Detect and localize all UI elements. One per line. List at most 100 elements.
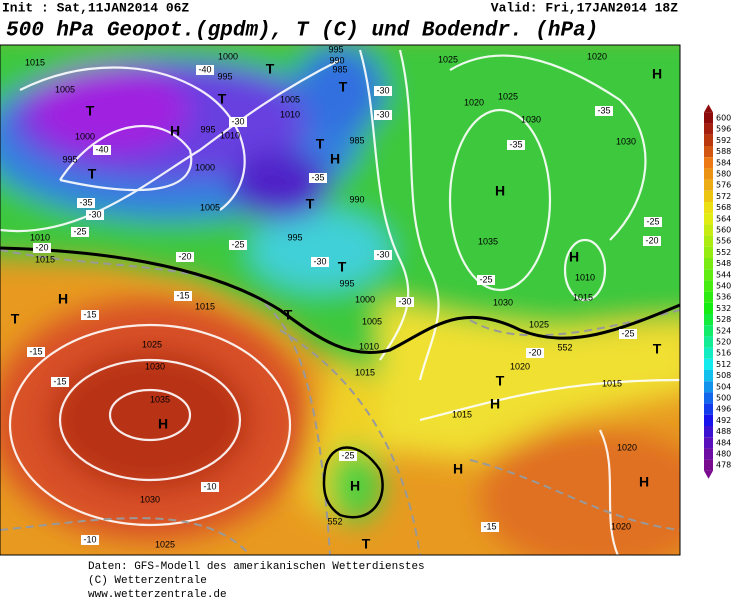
isobar-label: 1010 [30,232,50,242]
colorbar-label: 600 [716,114,731,123]
footer-url: www.wetterzentrale.de [88,589,227,600]
high-pressure-marker: H [569,249,579,265]
temperature-label: -10 [203,481,216,491]
temperature-label-box [619,329,637,339]
low-pressure-marker: T [338,259,347,275]
temperature-label: -30 [398,296,411,306]
colorbar-swatch [704,291,713,303]
isobar-label: 1000 [355,294,375,304]
temperature-label-box [309,173,327,183]
colorbar-label: 564 [716,214,731,223]
low-pressure-marker: T [362,536,371,552]
low-pressure-marker: T [316,136,325,152]
low-pressure-marker: T [339,79,348,95]
temperature-label: -20 [645,235,658,245]
temperature-label: -15 [83,309,96,319]
colorbar-swatch [704,224,713,236]
colorbar-label: 480 [716,450,731,459]
colorbar-label: 528 [716,315,731,324]
isobar-label: 985 [332,64,347,74]
low-pressure-marker: T [653,341,662,357]
low-pressure-marker: T [88,166,97,182]
colorbar-swatch [704,426,713,438]
high-pressure-marker: H [495,183,505,199]
low-pressure-marker: T [306,196,315,212]
colorbar-label: 548 [716,259,731,268]
colorbar-swatch [704,190,713,202]
colorbar-label: 596 [716,125,731,134]
temperature-label-box [374,86,392,96]
colorbar-swatch [704,235,713,247]
isobar-label: 1015 [452,409,472,419]
temperature-label: -25 [73,226,86,236]
colorbar-swatch [704,403,713,415]
colorbar-label: 484 [716,438,731,447]
colorbar-swatch [704,179,713,191]
temperature-label-box [229,117,247,127]
high-pressure-marker: H [170,123,180,139]
temperature-label: -20 [178,251,191,261]
temperature-label-box [229,240,247,250]
temperature-label: -25 [646,216,659,226]
colorbar-label: 540 [716,282,731,291]
isobar-label: 1030 [140,494,160,504]
temperature-label: -20 [528,347,541,357]
colorbar-swatch [704,358,713,370]
colorbar-swatch [704,381,713,393]
temperature-label-box [86,210,104,220]
temperature-label-box [595,106,613,116]
isobar-label: 1025 [498,91,518,101]
temperature-label-box [176,252,194,262]
colorbar-swatch [704,146,713,158]
temperature-label: -35 [597,105,610,115]
temperature-label: -40 [198,64,211,74]
low-pressure-marker: T [496,373,505,389]
colorbar-label: 560 [716,226,731,235]
isobar-label: 1020 [464,97,484,107]
colorbar-swatch [704,314,713,326]
isobar-label: 1030 [493,297,513,307]
colorbar-swatch [704,202,713,214]
colorbar-swatch [704,392,713,404]
temperature-label-box [526,348,544,358]
isobar-label: 1020 [587,51,607,61]
temperature-label-box [477,275,495,285]
temperature-label-box [93,145,111,155]
temperature-label: -30 [88,209,101,219]
colorbar-label: 592 [716,136,731,145]
colorbar-swatch [704,302,713,314]
colorbar-swatch [704,213,713,225]
temperature-label-box [374,250,392,260]
temperature-label: -30 [313,256,326,266]
low-pressure-marker: T [86,103,95,119]
colorbar-label: 576 [716,181,731,190]
temperature-label-box [174,291,192,301]
isobar-label: 1015 [195,301,215,311]
isobar-label: 995 [328,44,343,54]
isobar-label: 552 [557,342,572,352]
colorbar-label: 500 [716,394,731,403]
high-pressure-marker: H [652,66,662,82]
footer-source: Daten: GFS-Modell des amerikanischen Wet… [88,561,425,573]
temperature-label-box [374,110,392,120]
colorbar-label: 556 [716,237,731,246]
valid-time: Valid: Fri,17JAN2014 18Z [491,0,678,15]
temperature-label: -15 [176,290,189,300]
temperature-label-box [644,217,662,227]
colorbar-label: 552 [716,248,731,257]
colorbar-label: 568 [716,203,731,212]
colorbar-label: 508 [716,371,731,380]
isobar-label: 1005 [55,84,75,94]
high-pressure-marker: H [158,416,168,432]
colorbar-label: 524 [716,326,731,335]
isobar-label: 1015 [355,367,375,377]
temperature-label-box [643,236,661,246]
map-labels: TTHTTTTHTTTHHHTHHHTHHHTT1015100510009951… [11,44,662,552]
temperature-label: -30 [376,249,389,259]
isobar-label: 995 [287,232,302,242]
temperature-label: -25 [479,274,492,284]
high-pressure-marker: H [330,151,340,167]
colorbar-label: 496 [716,405,731,414]
colorbar-label: 520 [716,338,731,347]
